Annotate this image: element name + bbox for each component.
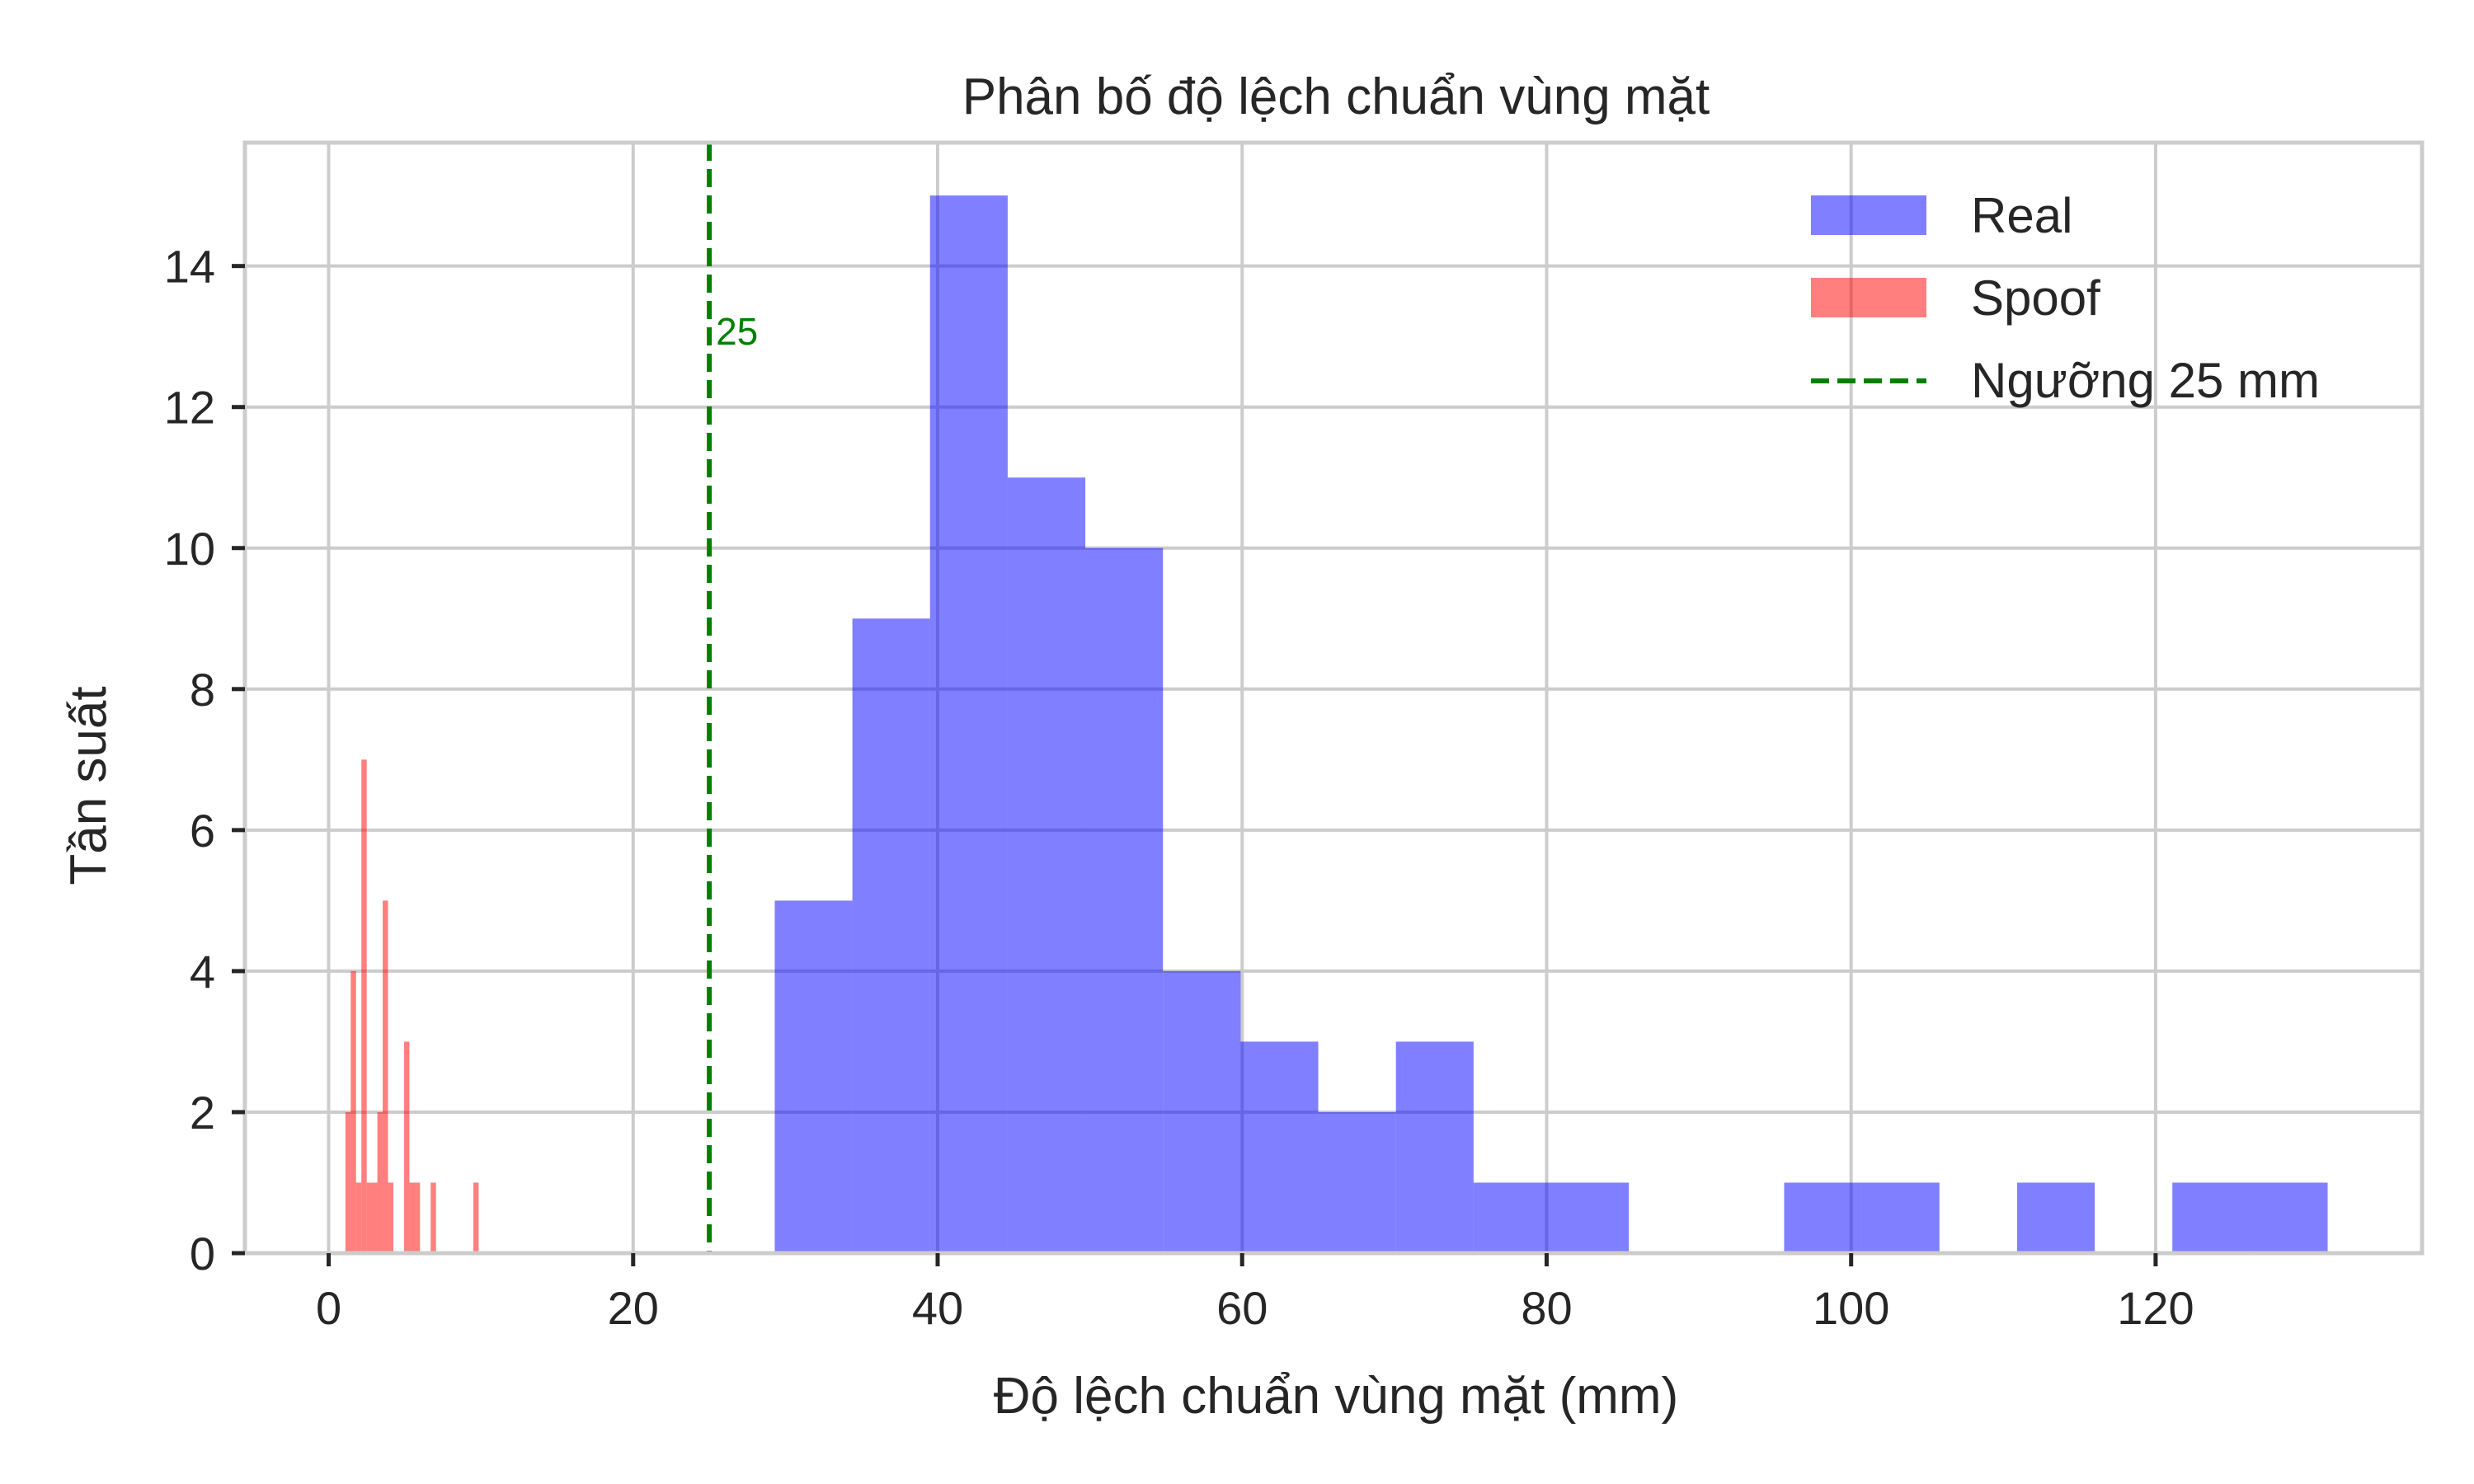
bar-real	[929, 195, 1008, 1254]
legend-label-threshold: Ngưỡng 25 mm	[1971, 353, 2320, 408]
threshold-layer: 25	[707, 143, 758, 1253]
bar-spoof	[377, 1111, 383, 1253]
bar-real	[1473, 1182, 1551, 1253]
legend-swatch-spoof	[1811, 278, 1926, 317]
bar-real	[1861, 1182, 1940, 1253]
bar-spoof	[366, 1182, 378, 1253]
x-tick-label: 40	[912, 1282, 963, 1334]
bar-real	[1784, 1182, 1862, 1253]
grid-layer	[245, 143, 2422, 1255]
bar-spoof	[388, 1182, 393, 1253]
y-tick-label: 10	[164, 523, 215, 575]
bar-spoof	[350, 970, 356, 1253]
bar-spoof	[409, 1182, 421, 1253]
bar-spoof	[345, 1111, 351, 1253]
chart-title: Phân bố độ lệch chuẩn vùng mặt	[962, 68, 1710, 125]
y-axis-label: Tần suất	[60, 686, 117, 885]
bar-spoof	[403, 1041, 410, 1253]
y-tick-label: 14	[164, 241, 215, 293]
bar-real	[774, 900, 853, 1253]
bar-spoof	[355, 1182, 362, 1253]
y-tick-label: 6	[190, 805, 215, 857]
y-tick-label: 4	[190, 946, 215, 998]
x-tick-label: 120	[2117, 1282, 2194, 1334]
x-tick-label: 100	[1813, 1282, 1889, 1334]
bar-spoof	[430, 1182, 436, 1253]
y-tick-label: 2	[190, 1087, 215, 1139]
bar-real	[1318, 1111, 1396, 1253]
plot-frame	[242, 140, 2425, 1256]
x-tick-label: 80	[1521, 1282, 1572, 1334]
bar-real	[1240, 1041, 1319, 1253]
bar-real	[1551, 1182, 1630, 1253]
bar-real	[2250, 1182, 2328, 1253]
y-tick-label: 12	[164, 382, 215, 434]
x-tick-label: 0	[316, 1282, 341, 1334]
legend-swatch-real	[1811, 195, 1926, 235]
bar-spoof	[361, 759, 367, 1253]
bar-real	[852, 618, 930, 1253]
bar-real	[1163, 970, 1241, 1253]
legend: Real Spoof Ngưỡng 25 mm	[1811, 188, 2320, 408]
bar-real	[1007, 477, 1086, 1253]
axes-layer: 0 20 40 60 80 100 120 0 2 4 6 8 10 12 14	[164, 241, 2194, 1334]
bars-layer	[345, 195, 2328, 1254]
y-tick-label: 8	[190, 664, 215, 716]
threshold-label: 25	[716, 310, 758, 353]
bar-real	[2016, 1182, 2095, 1253]
x-axis-label: Độ lệch chuẩn vùng mặt (mm)	[994, 1368, 1678, 1425]
legend-label-real: Real	[1971, 188, 2072, 243]
bar-real	[2172, 1182, 2251, 1253]
bar-spoof	[473, 1182, 479, 1253]
y-tick-label: 0	[190, 1228, 215, 1280]
x-tick-label: 60	[1216, 1282, 1268, 1334]
bar-real	[1085, 547, 1164, 1253]
legend-label-spoof: Spoof	[1971, 270, 2100, 326]
bar-spoof	[383, 900, 388, 1253]
bar-real	[1395, 1041, 1474, 1253]
x-tick-label: 20	[608, 1282, 659, 1334]
